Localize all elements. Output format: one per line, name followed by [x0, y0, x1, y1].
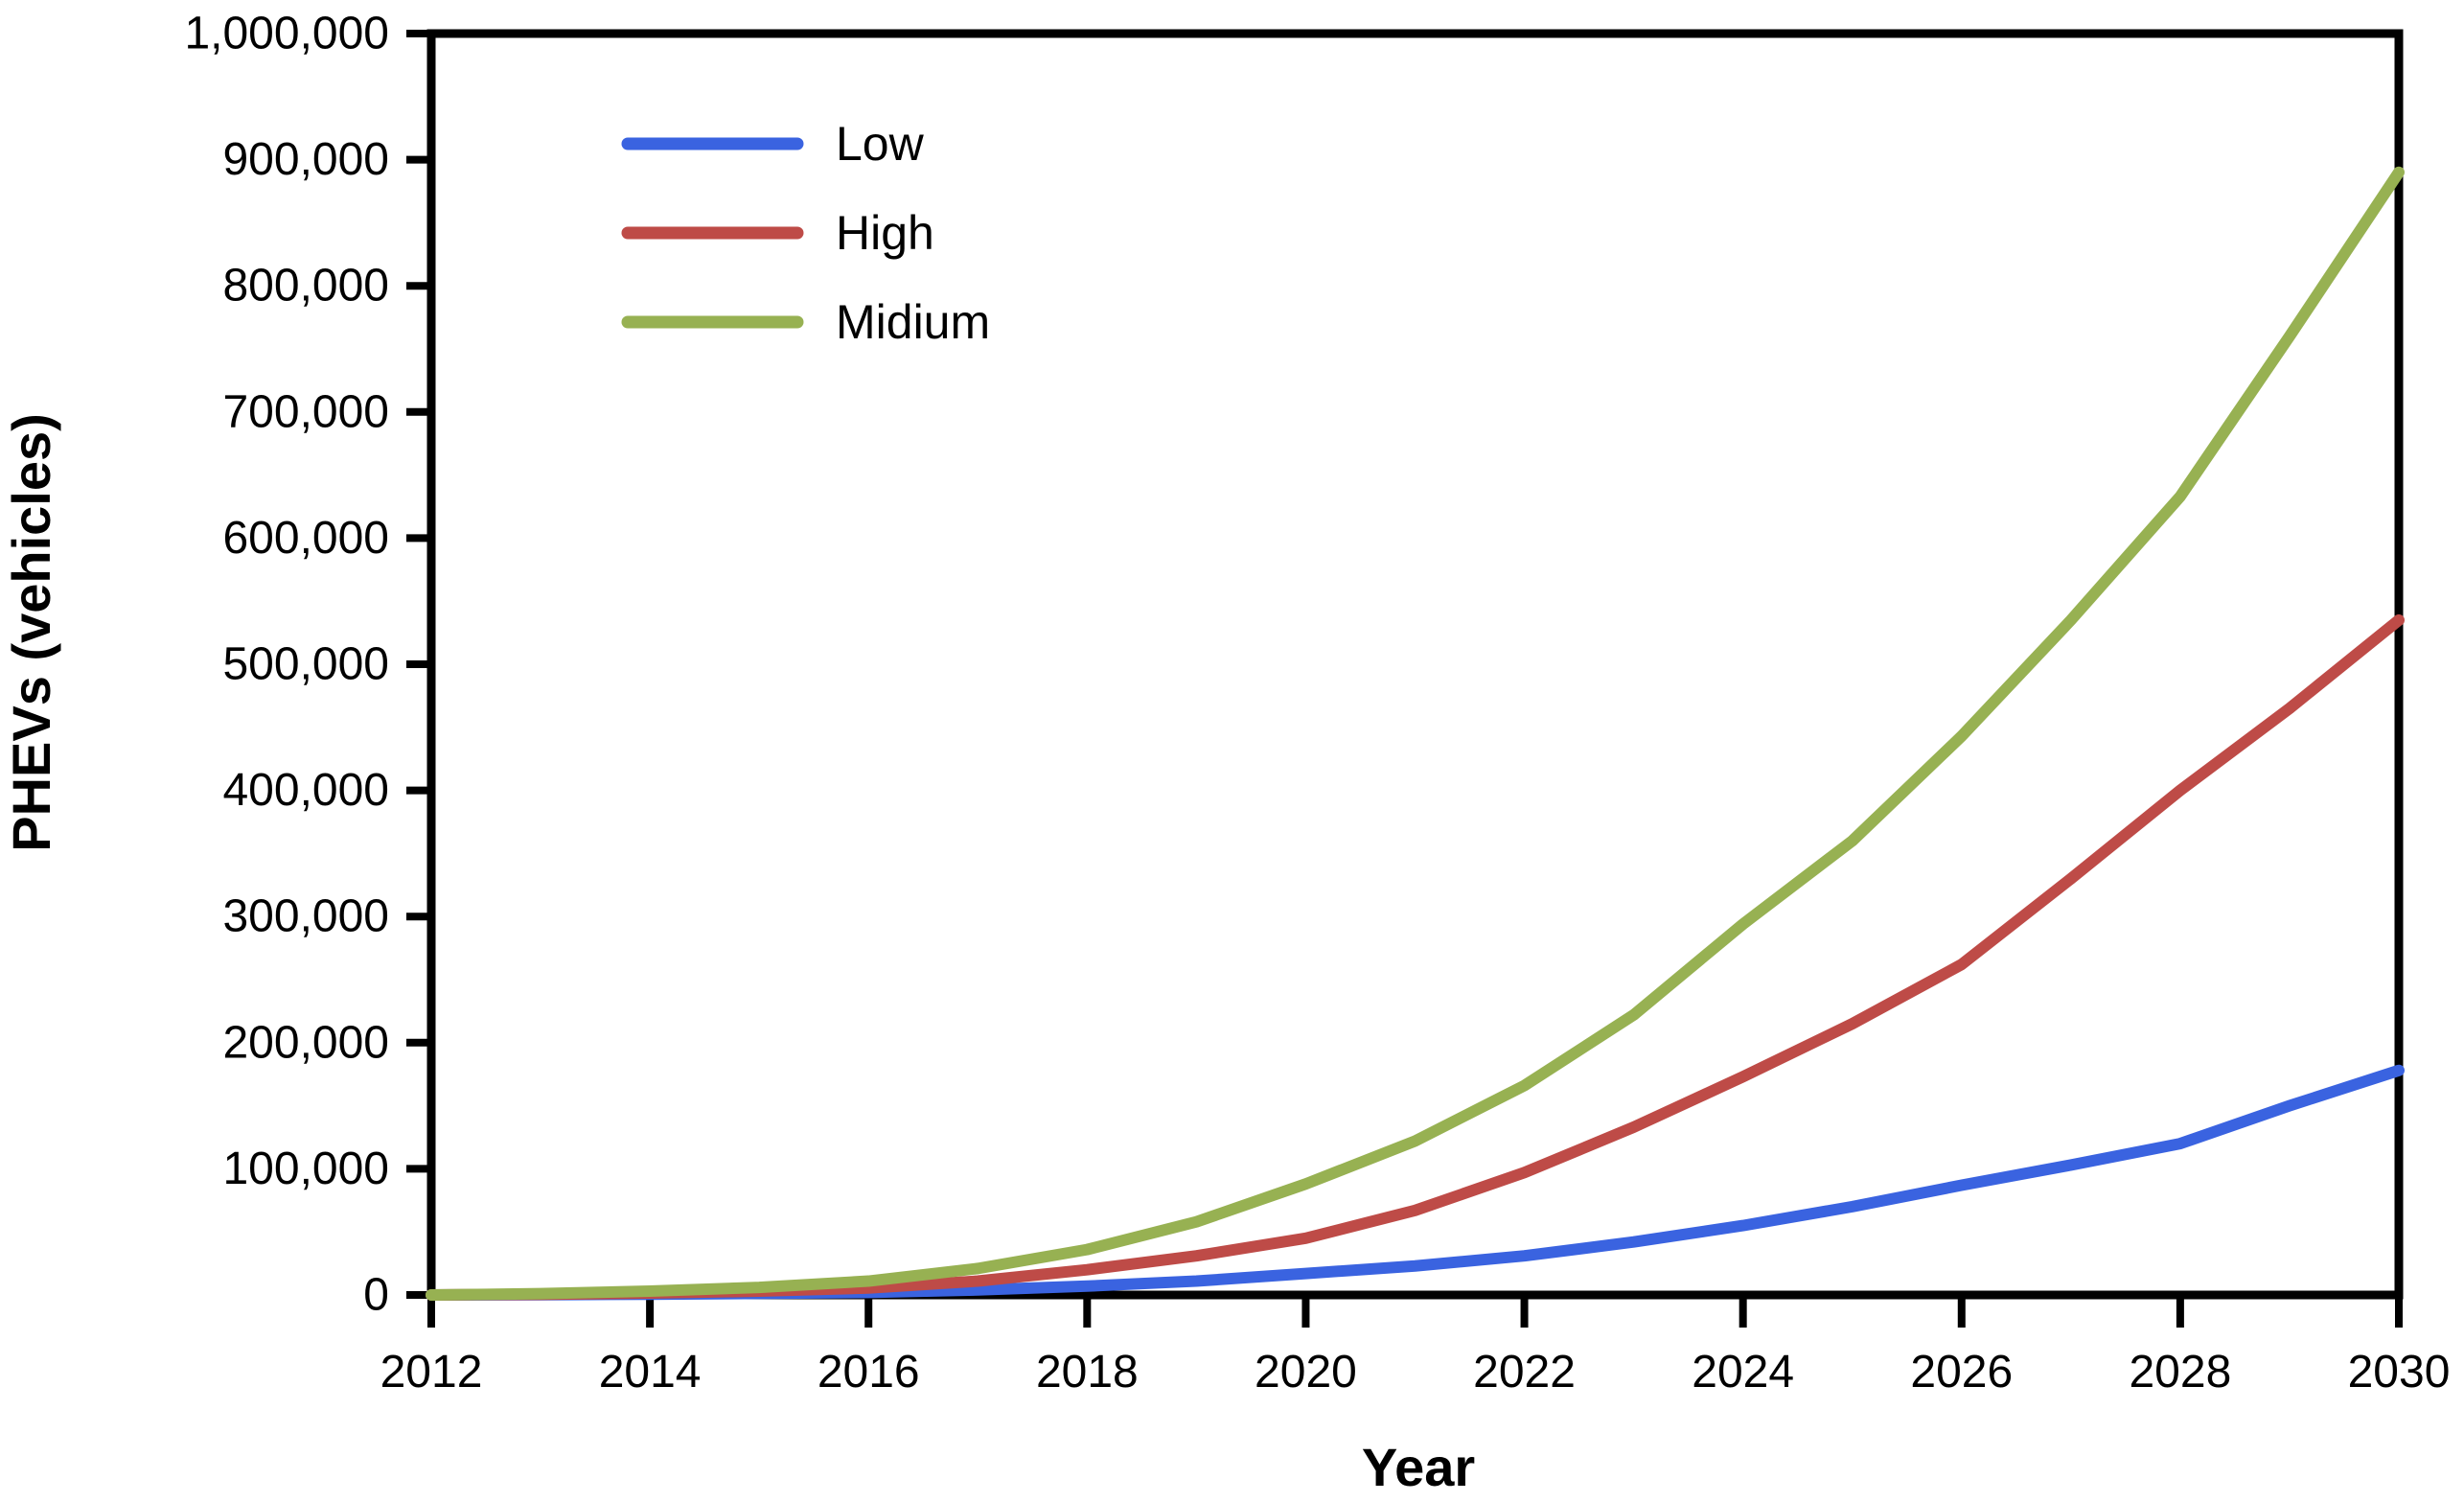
legend-item-midium: Midium [621, 295, 990, 349]
x-tick-label: 2028 [2129, 1347, 2231, 1398]
x-tick-label: 2022 [1473, 1347, 1576, 1398]
series-high-line [426, 613, 2405, 1301]
legend-item-low: Low [621, 117, 925, 171]
x-tick-label: 2024 [1692, 1347, 1794, 1398]
plot-border [426, 29, 2404, 1300]
y-tick-label: 1,000,000 [184, 9, 389, 59]
y-tick-label: 0 [363, 1270, 389, 1321]
x-tick-label: 2016 [817, 1347, 920, 1398]
y-axis-title: PHEVs (vehicles) [1, 413, 61, 852]
series-midium-line [426, 166, 2405, 1301]
y-tick-label: 100,000 [222, 1144, 389, 1194]
y-tick-label: 600,000 [222, 513, 389, 564]
y-tick-label: 700,000 [222, 386, 389, 437]
y-tick-label: 300,000 [222, 891, 389, 942]
x-tick-label: 2026 [1910, 1347, 2013, 1398]
y-tick-label: 400,000 [222, 765, 389, 816]
x-tick-label: 2012 [380, 1347, 483, 1398]
legend-item-high: High [621, 206, 934, 260]
x-tick-label: 2020 [1255, 1347, 1357, 1398]
x-tick-label: 2014 [599, 1347, 702, 1398]
series-low-line [426, 1064, 2405, 1301]
y-tick-label: 200,000 [222, 1017, 389, 1068]
legend-label-low: Low [836, 117, 925, 171]
legend: Low High Midium [621, 117, 990, 349]
y-axis: 0 100,000 200,000 300,000 400,000 500,000 600,… [184, 9, 431, 1321]
x-tick-label: 2030 [2348, 1347, 2451, 1398]
y-tick-label: 900,000 [222, 134, 389, 185]
x-axis-title: Year [1362, 1437, 1475, 1497]
legend-label-high: High [836, 206, 934, 260]
y-tick-label: 800,000 [222, 261, 389, 312]
x-tick-label: 2018 [1036, 1347, 1139, 1398]
y-tick-label: 500,000 [222, 639, 389, 690]
legend-label-midium: Midium [836, 295, 990, 349]
plot-area [426, 29, 2404, 1300]
series-lines [426, 166, 2405, 1301]
x-axis: 2012 2014 2016 2018 2020 2022 2024 2026 2028 2030 [380, 1295, 2451, 1398]
